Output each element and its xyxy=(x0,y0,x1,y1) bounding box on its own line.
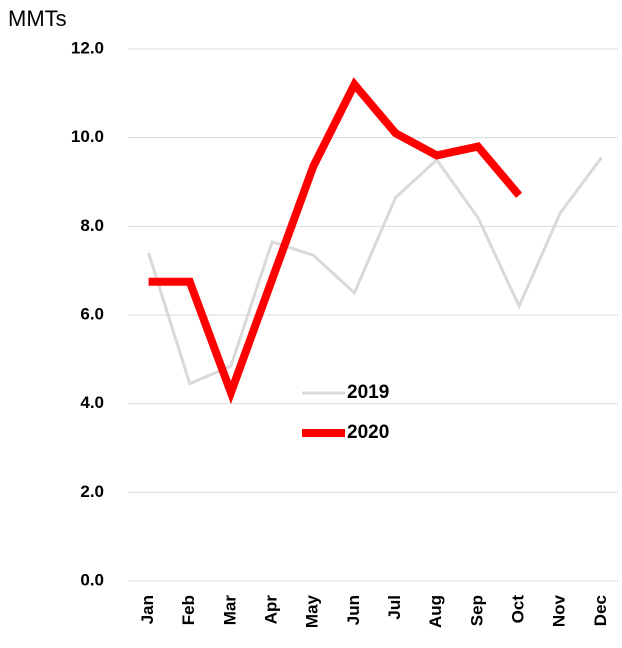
x-tick-label: Oct xyxy=(509,595,528,624)
x-tick-label: May xyxy=(303,594,322,628)
y-tick-label: 0.0 xyxy=(80,570,104,589)
y-tick-label: 10.0 xyxy=(71,127,104,146)
x-tick-label: Jan xyxy=(138,595,157,624)
axis-title: MMTs xyxy=(8,6,67,31)
y-tick-label: 12.0 xyxy=(71,38,104,57)
x-tick-label: Jul xyxy=(385,595,404,620)
legend-label: 2020 xyxy=(347,422,389,443)
y-tick-label: 8.0 xyxy=(80,216,104,235)
x-tick-label: Apr xyxy=(262,595,281,625)
x-tick-label: Dec xyxy=(591,595,610,626)
y-tick-label: 2.0 xyxy=(80,482,104,501)
y-tick-label: 6.0 xyxy=(80,304,104,323)
x-tick-label: Mar xyxy=(220,595,239,626)
y-tick-label: 4.0 xyxy=(80,393,104,412)
x-tick-label: Jun xyxy=(344,595,363,625)
line-series xyxy=(148,77,523,405)
x-tick-label: Feb xyxy=(179,595,198,625)
legend-label: 2019 xyxy=(347,382,389,403)
x-tick-label: Nov xyxy=(550,594,569,627)
x-tick-label: Aug xyxy=(426,595,445,628)
x-tick-label: Sep xyxy=(467,595,486,626)
